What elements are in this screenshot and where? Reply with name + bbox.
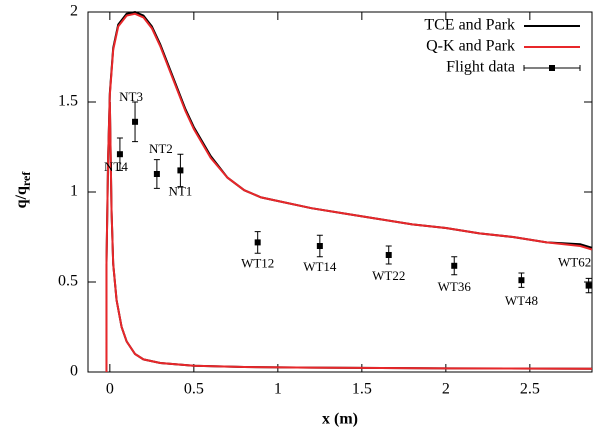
y-tick-label: 2 — [70, 3, 78, 20]
point-label: NT4 — [104, 159, 128, 174]
line-series — [105, 12, 593, 372]
x-tick-label: 1 — [274, 381, 282, 398]
x-tick-label: 0 — [106, 381, 114, 398]
data-point — [116, 151, 123, 158]
data-point — [254, 239, 261, 246]
y-axis-label-sub: ref — [19, 171, 33, 186]
data-point — [518, 277, 525, 284]
data-point — [316, 243, 323, 249]
y-tick-label: 0 — [70, 363, 78, 380]
point-label: NT3 — [119, 89, 143, 104]
point-label: NT1 — [168, 183, 192, 198]
legend-marker — [549, 65, 555, 71]
y-tick-label: 1.5 — [58, 93, 78, 110]
point-label: WT22 — [372, 268, 405, 283]
y-axis-label: q/qref — [13, 171, 33, 209]
point-label: WT48 — [505, 293, 538, 308]
point-label: WT12 — [241, 255, 274, 270]
x-tick-label: 2.5 — [520, 381, 540, 398]
legend-label: TCE and Park — [424, 17, 515, 34]
data-point — [132, 118, 139, 125]
data-point — [153, 171, 160, 177]
y-tick-label: 0.5 — [58, 273, 78, 290]
point-label: WT62 — [558, 255, 591, 270]
y-axis-label-main: q/q — [13, 186, 30, 208]
x-tick-label: 1.5 — [352, 381, 372, 398]
x-axis-label: x (m) — [322, 411, 358, 428]
point-label: WT36 — [438, 279, 472, 294]
x-tick-label: 2 — [442, 381, 450, 398]
plot-frame — [87, 11, 593, 373]
data-point — [385, 252, 392, 258]
legend-label: Flight data — [446, 59, 515, 76]
x-tick-label: 0.5 — [184, 381, 204, 398]
legend-label: Q-K and Park — [426, 38, 515, 55]
data-point — [451, 262, 458, 269]
y-tick-label: 1 — [70, 183, 78, 200]
point-label: NT2 — [149, 141, 173, 156]
data-point — [585, 282, 592, 289]
point-label: WT14 — [303, 259, 337, 274]
data-point — [177, 167, 184, 174]
